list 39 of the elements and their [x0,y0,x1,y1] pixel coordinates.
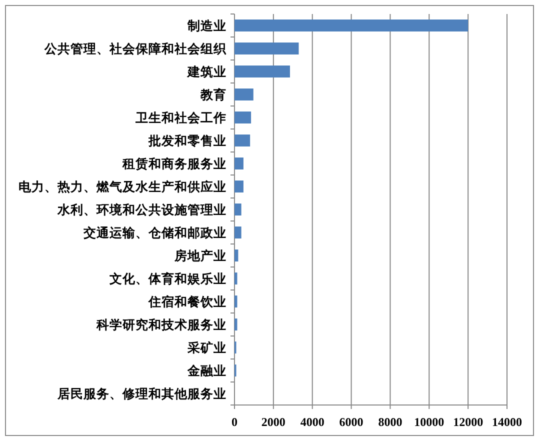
x-tick-label: 14000 [492,415,522,429]
y-tick-label: 住宿和餐饮业 [148,294,226,309]
bar [234,66,290,78]
bar [234,88,254,100]
bar [234,134,250,146]
x-tick-label: 0 [232,415,238,429]
bar [234,42,299,54]
bar [234,158,244,170]
bar [234,250,238,262]
y-tick-label: 金融业 [186,364,226,378]
x-tick-label: 8000 [378,415,402,429]
bar [234,272,238,284]
x-tick-label: 10000 [414,415,444,429]
y-tick-label: 电力、热力、燃气及水生产和供应业 [18,179,226,194]
y-tick-label: 批发和零售业 [148,133,226,148]
bar [234,318,238,330]
x-tick-label: 2000 [261,415,286,429]
bar [234,180,244,192]
y-tick-label: 交通运输、仓储和邮政业 [82,225,226,240]
bar [234,204,242,216]
y-tick-label: 水利、环境和公共设施管理业 [56,202,226,217]
y-tick-label: 采矿业 [186,340,226,355]
x-tick-label: 6000 [339,415,364,429]
bar [234,226,242,238]
bar [234,20,468,32]
bar [234,296,238,308]
y-tick-label: 文化、体育和娱乐业 [108,271,226,286]
bar [234,112,252,124]
y-tick-label: 公共管理、社会保障和社会组织 [44,41,228,56]
y-tick-label: 租赁和商务服务业 [122,156,226,171]
y-tick-label: 制造业 [186,19,226,33]
y-tick-label: 卫生和社会工作 [134,110,226,125]
y-tick-label: 教育 [200,87,226,102]
y-tick-label: 科学研究和技术服务业 [96,317,226,332]
x-tick-label: 4000 [300,415,324,429]
y-tick-label: 居民服务、修理和其他服务业 [56,386,226,401]
y-tick-label: 建筑业 [186,65,226,79]
y-tick-label: 房地产业 [174,248,226,263]
x-tick-label: 12000 [453,415,484,429]
